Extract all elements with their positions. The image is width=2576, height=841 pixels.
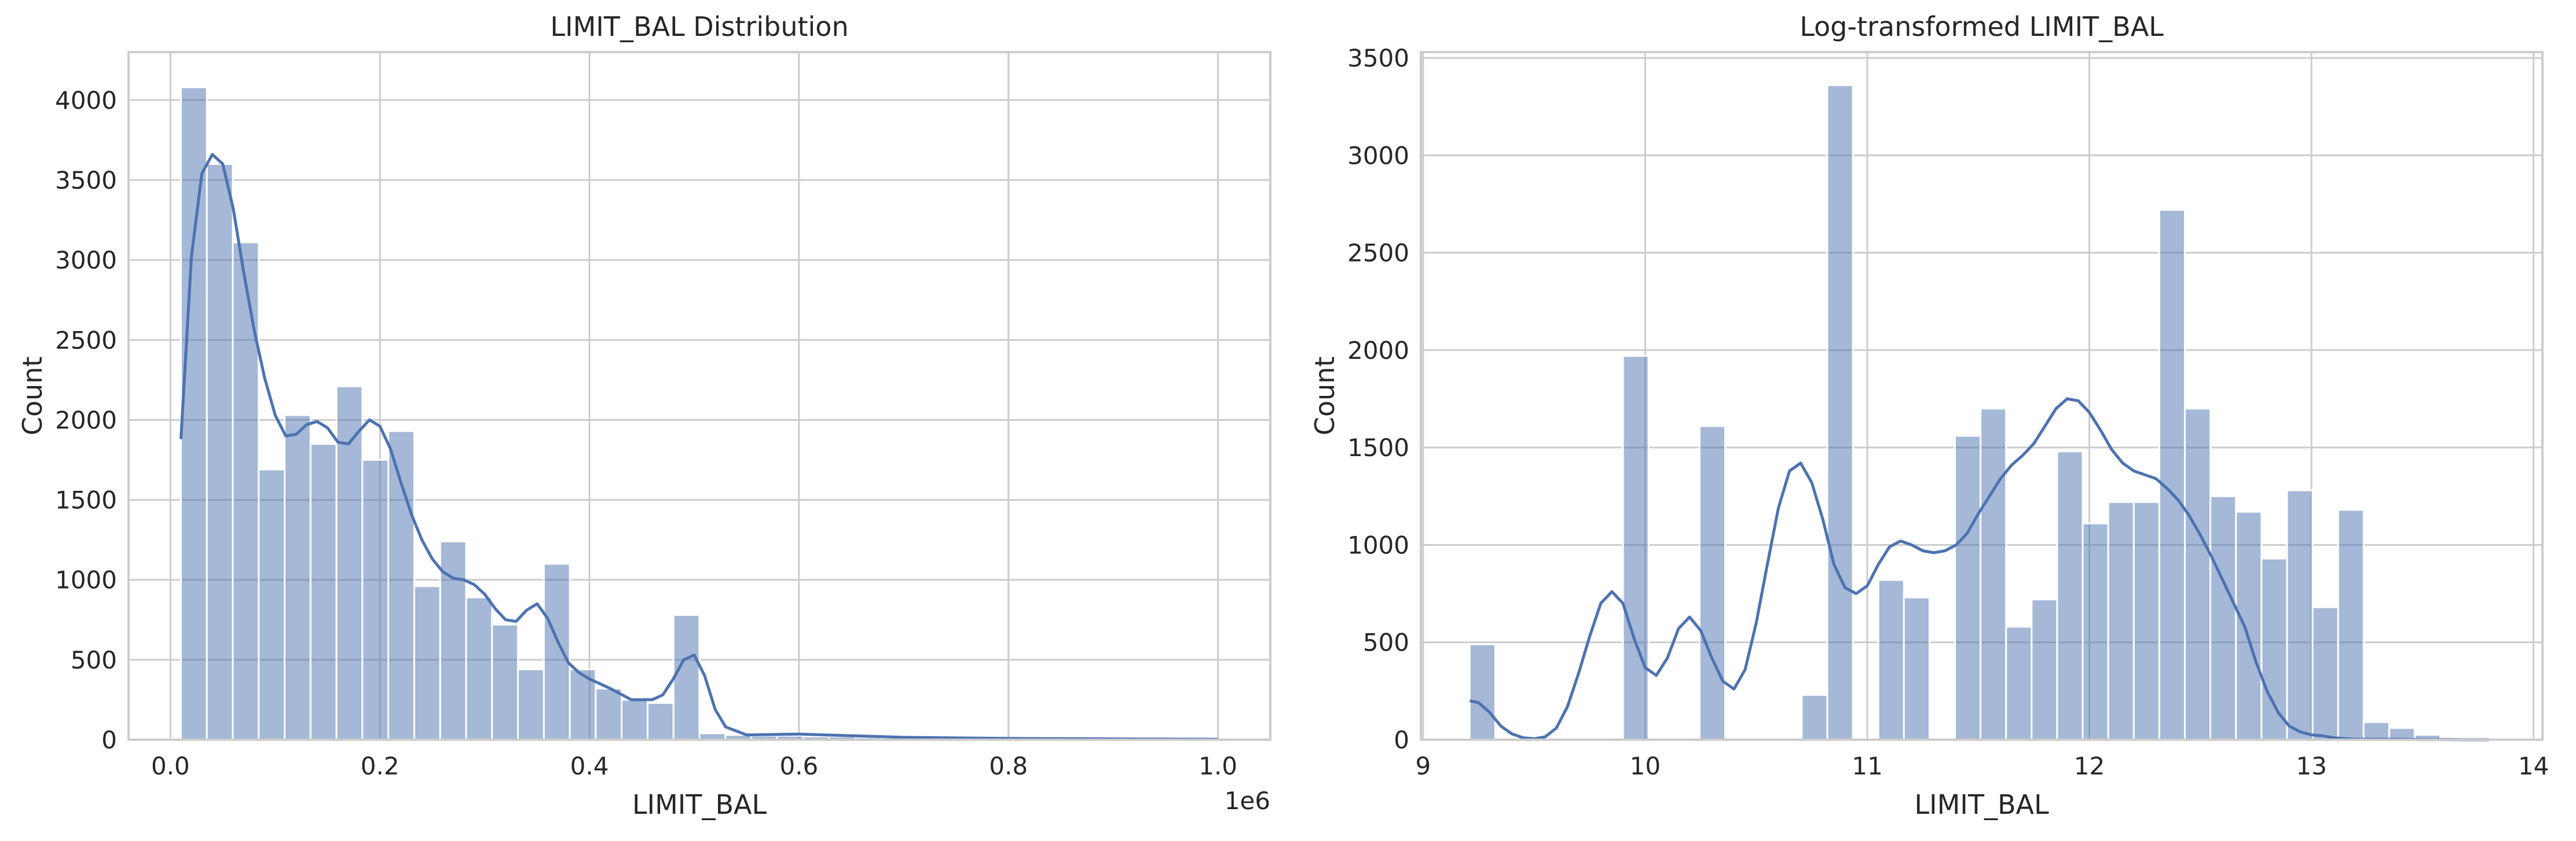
- histogram-bar: [1468, 643, 1496, 741]
- histogram-bar: [2031, 598, 2058, 741]
- histogram-bar: [1980, 407, 2007, 741]
- histogram-bar: [2286, 489, 2314, 741]
- histogram-bar: [2082, 522, 2109, 741]
- axes-frame: [1420, 51, 2544, 741]
- x-tick-label: 0.0: [151, 752, 190, 780]
- histogram-bar: [284, 414, 312, 741]
- histogram-bar: [491, 623, 519, 741]
- x-tick-label: 1.0: [1199, 752, 1237, 780]
- x-tick-label: 12: [2074, 752, 2105, 780]
- kde-line: [1469, 397, 2489, 741]
- y-tick-label: 3500: [55, 166, 117, 194]
- histogram-bar: [232, 241, 260, 741]
- histogram-bar: [2132, 501, 2160, 741]
- y-tick-label: 1000: [55, 566, 117, 594]
- histogram-bar: [1801, 694, 1829, 741]
- histogram-bar: [2056, 450, 2084, 741]
- histogram-bar: [413, 585, 441, 741]
- x-tick-label: 14: [2518, 752, 2549, 780]
- y-tick-label: 2500: [55, 326, 117, 354]
- x-axis-label: LIMIT_BAL: [632, 789, 767, 820]
- y-tick-label: 3000: [1347, 141, 1409, 170]
- y-tick-label: 3500: [1347, 44, 1409, 72]
- histogram-bar: [179, 86, 208, 741]
- y-tick-label: 0: [1394, 726, 1409, 754]
- y-tick-label: 4000: [55, 86, 117, 115]
- y-axis-label: Count: [17, 357, 48, 436]
- histogram-bar: [387, 430, 415, 741]
- x-tick-label: 0.8: [989, 752, 1028, 780]
- histogram-bar: [646, 702, 675, 741]
- histogram-bar: [517, 668, 545, 741]
- chart-title: Log-transformed LIMIT_BAL: [1800, 11, 2164, 42]
- x-tick-label: 9: [1415, 752, 1431, 780]
- histogram-bar: [465, 596, 493, 741]
- histogram-bar: [2260, 557, 2288, 741]
- histogram-bar: [361, 459, 390, 741]
- histogram-bar: [2337, 509, 2365, 741]
- histogram-bar: [2183, 407, 2212, 741]
- x-tick-label: 0.2: [361, 752, 400, 780]
- histogram-bar: [2362, 721, 2390, 741]
- histogram-bar: [595, 688, 623, 741]
- histogram-bar: [2158, 209, 2186, 741]
- y-tick-label: 1500: [1347, 434, 1409, 462]
- histogram-bar: [2005, 626, 2033, 741]
- axes-frame: [127, 51, 1271, 741]
- histogram-bar: [1622, 355, 1650, 741]
- chart-title: LIMIT_BAL Distribution: [550, 11, 848, 42]
- chart-log-transformed-limit-bal: 9 10 11 12 13 14 0 500 1000 1500 2000 2500 3000 3500 L…: [1309, 11, 2549, 820]
- histogram-bar: [258, 468, 286, 741]
- histogram-bar: [543, 563, 571, 741]
- histogram-bar: [1954, 435, 1982, 741]
- histogram-bar: [1698, 425, 1726, 741]
- y-tick-label: 1500: [55, 486, 117, 515]
- histogram-bar: [2311, 606, 2339, 741]
- x-tick-label: 11: [1852, 752, 1882, 780]
- x-axis-label: LIMIT_BAL: [1914, 789, 2049, 820]
- y-tick-label: 3000: [55, 246, 117, 274]
- x-axis-offset-label: 1e6: [1225, 787, 1270, 815]
- y-tick-label: 2000: [1347, 336, 1409, 365]
- y-tick-label: 500: [71, 646, 117, 674]
- y-tick-label: 0: [101, 726, 117, 754]
- y-tick-label: 500: [1363, 629, 1409, 657]
- y-tick-label: 1000: [1347, 531, 1409, 559]
- y-tick-label: 2000: [55, 406, 117, 434]
- x-tick-label: 10: [1630, 752, 1661, 780]
- histogram-bar: [2209, 495, 2237, 741]
- histogram-bar: [309, 443, 338, 741]
- histogram-bar: [2107, 501, 2135, 741]
- histogram-bar: [1826, 84, 1854, 741]
- kde-line: [179, 153, 1218, 741]
- chart-limit-bal-distribution: 0.0 0.2 0.4 0.6 0.8 1.0 0 500 1000 1500 2000 2500 30…: [17, 11, 1271, 820]
- histogram-bar: [206, 163, 234, 741]
- x-tick-label: 0.6: [779, 752, 818, 780]
- histogram-bar: [672, 614, 701, 741]
- y-tick-label: 2500: [1347, 239, 1409, 267]
- histogram-bar: [1877, 579, 1905, 741]
- histogram-bar: [1903, 596, 1930, 741]
- x-tick-label: 0.4: [570, 752, 609, 780]
- y-axis-label: Count: [1309, 357, 1340, 436]
- x-tick-label: 13: [2296, 752, 2326, 780]
- histogram-bar: [621, 699, 648, 741]
- histogram-bar: [2235, 511, 2263, 741]
- histogram-bar: [335, 385, 364, 741]
